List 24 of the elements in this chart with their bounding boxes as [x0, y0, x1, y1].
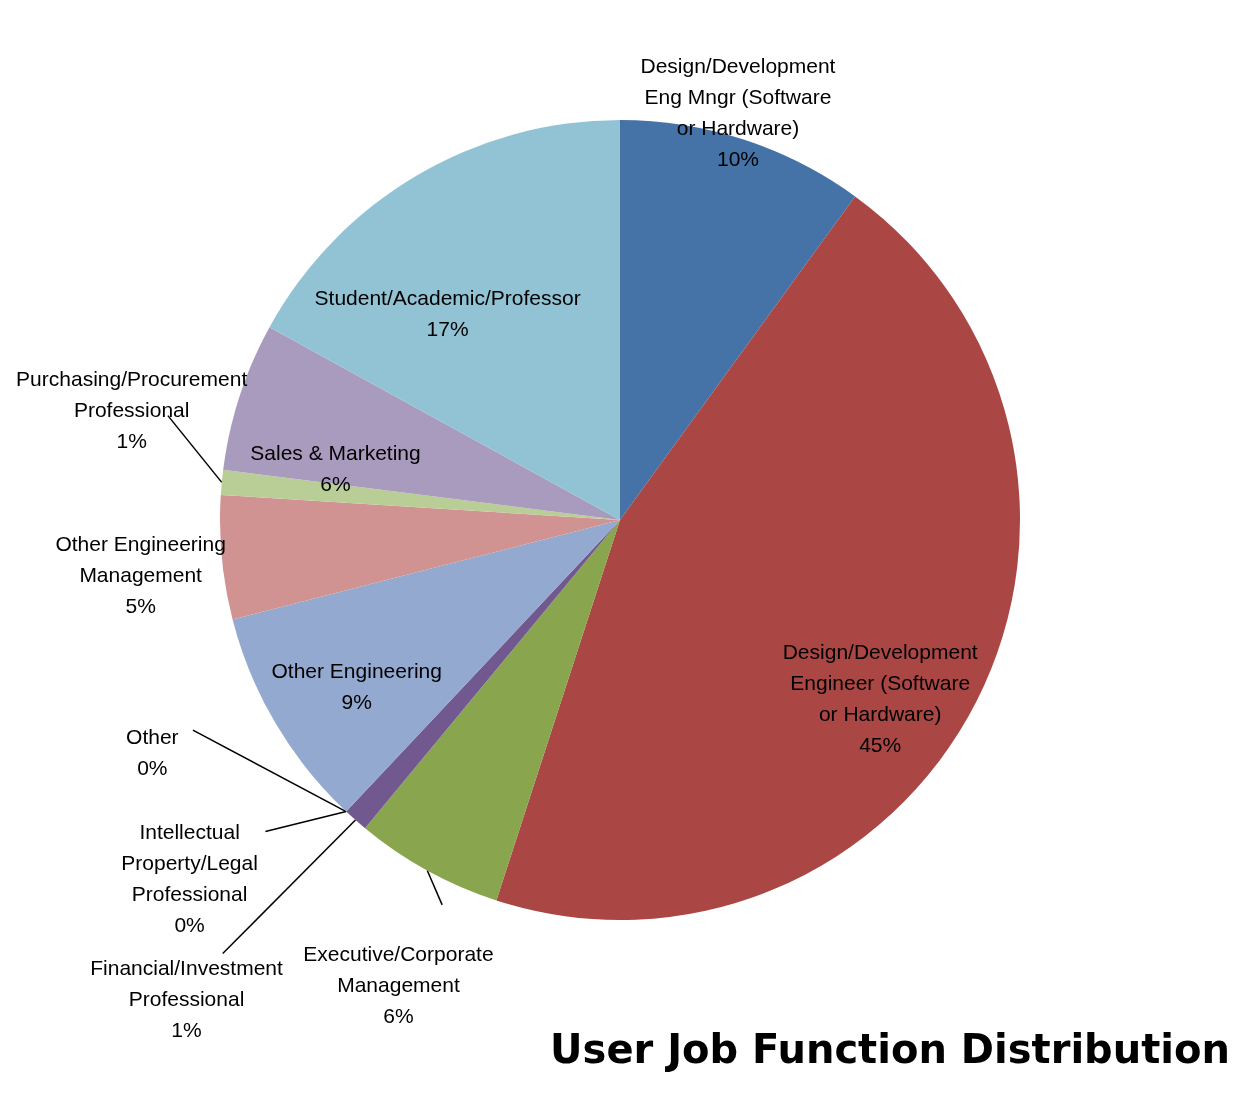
- pie-slice: [620, 120, 856, 520]
- text: User Job Function Distribution: [550, 1025, 1230, 1072]
- slice-label: Student/Academic/Professor: [314, 286, 581, 310]
- text: 0%: [137, 756, 168, 780]
- data-label: 1%: [171, 1017, 202, 1041]
- slice-label: Other Engineering: [271, 659, 442, 682]
- slice-label: Executive/Corporate Management: [303, 941, 494, 996]
- data-label: 45%: [859, 732, 902, 756]
- slice-label: Other Engineering Management: [55, 532, 226, 587]
- legend-label: Intellectual Property/Legal Professional: [121, 819, 258, 905]
- category-label: Other: [126, 725, 179, 749]
- slice-label: Purchasing/Procurement Professional: [16, 366, 248, 421]
- data-label: 1%: [116, 428, 147, 452]
- slice-label: Sales & Marketing: [250, 441, 421, 465]
- slice-label: Design/Development Engineer (Software or Hardware): [782, 639, 978, 725]
- pie-slice: [232, 520, 620, 812]
- data-label: 10%: [716, 147, 759, 171]
- slice-label: Financial/Investment Professional: [90, 955, 283, 1010]
- data-label: 6%: [320, 472, 351, 496]
- text: 0%: [174, 912, 205, 936]
- data-label: 6%: [383, 1003, 414, 1027]
- data-label: 5%: [125, 594, 156, 618]
- data-label: 17%: [426, 317, 469, 341]
- data-label: 9%: [341, 690, 372, 713]
